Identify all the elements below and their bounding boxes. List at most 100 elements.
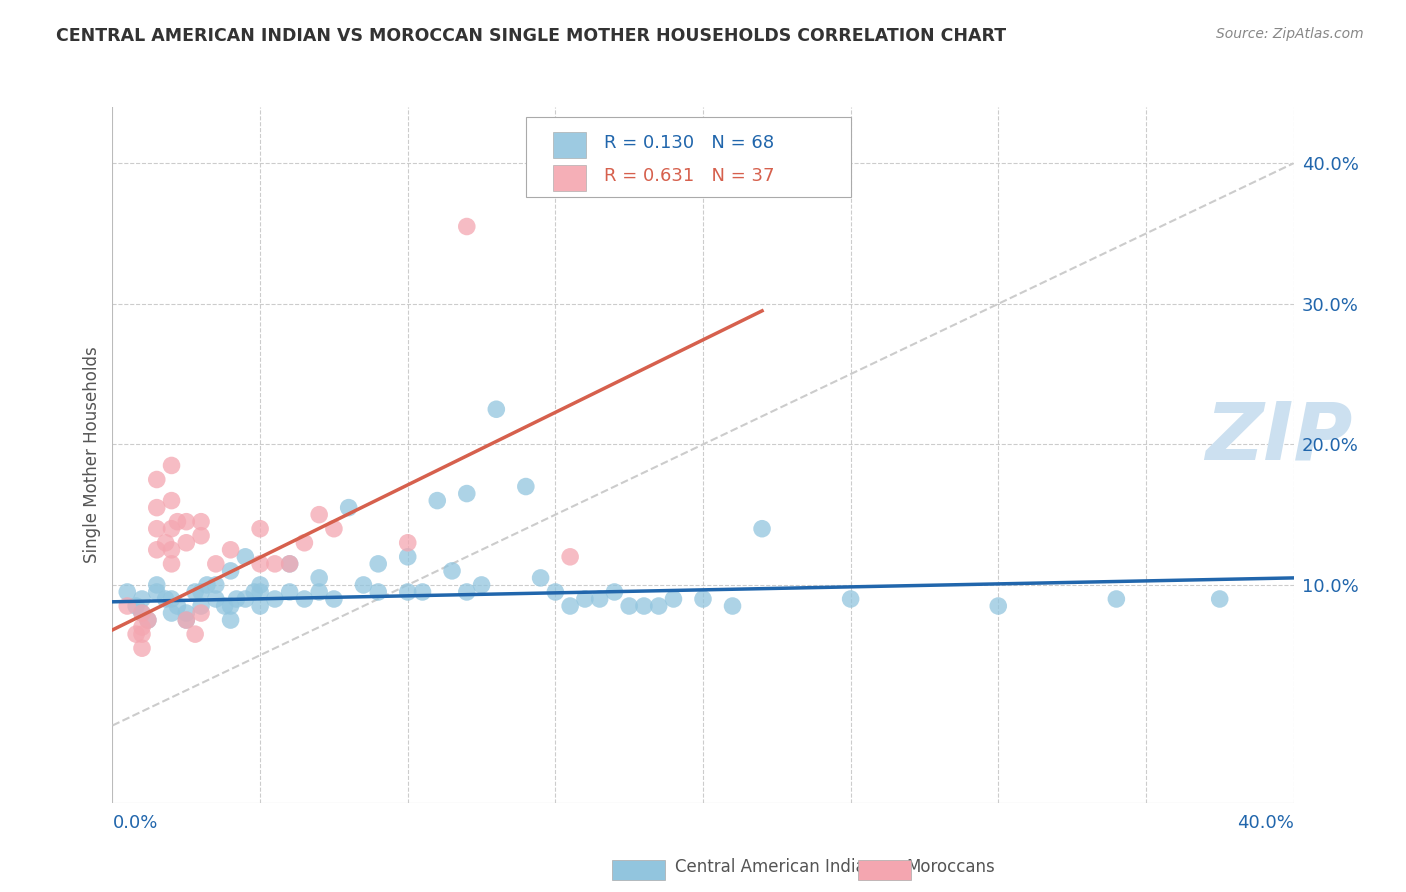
Point xyxy=(278,557,301,571)
Point xyxy=(160,606,183,620)
Point xyxy=(131,592,153,607)
Point xyxy=(160,522,183,536)
Y-axis label: Single Mother Households: Single Mother Households xyxy=(83,347,101,563)
Point xyxy=(396,535,419,549)
Point xyxy=(174,606,197,620)
Text: 0.0%: 0.0% xyxy=(112,814,157,832)
Point xyxy=(174,613,197,627)
Point xyxy=(574,592,596,607)
Point xyxy=(174,515,197,529)
Bar xyxy=(553,132,586,158)
Point xyxy=(131,620,153,634)
Point xyxy=(190,599,212,613)
Point xyxy=(190,515,212,529)
Point xyxy=(249,585,271,599)
Text: ZIP: ZIP xyxy=(1205,399,1353,476)
Text: Central American Indians: Central American Indians xyxy=(675,858,884,876)
Point xyxy=(233,592,256,607)
Point xyxy=(839,592,862,607)
Point xyxy=(125,599,148,613)
Point xyxy=(233,549,256,564)
Point xyxy=(1208,592,1232,607)
Text: R = 0.130   N = 68: R = 0.130 N = 68 xyxy=(603,134,773,153)
Point xyxy=(117,585,138,599)
Point xyxy=(214,599,236,613)
Point xyxy=(219,599,242,613)
Point xyxy=(396,585,419,599)
Point xyxy=(529,571,551,585)
Point xyxy=(160,542,183,557)
Point xyxy=(190,585,212,599)
Point xyxy=(603,585,626,599)
Point xyxy=(515,479,537,493)
Point xyxy=(249,557,271,571)
Point xyxy=(633,599,655,613)
Point xyxy=(264,557,287,571)
Point xyxy=(751,522,773,536)
Point xyxy=(205,592,228,607)
Point xyxy=(219,542,242,557)
Point xyxy=(1105,592,1128,607)
Point xyxy=(249,522,271,536)
Point xyxy=(308,571,330,585)
Point xyxy=(131,606,153,620)
Point xyxy=(367,585,389,599)
Point xyxy=(456,219,478,234)
Point xyxy=(721,599,744,613)
Point xyxy=(243,585,266,599)
Point xyxy=(136,613,159,627)
Point xyxy=(308,585,330,599)
Text: Source: ZipAtlas.com: Source: ZipAtlas.com xyxy=(1216,27,1364,41)
Point xyxy=(456,585,478,599)
Point xyxy=(146,585,169,599)
Point xyxy=(411,585,433,599)
Point xyxy=(125,627,148,641)
Point xyxy=(225,592,247,607)
Bar xyxy=(553,164,586,191)
Point xyxy=(131,627,153,641)
Point xyxy=(292,592,315,607)
Point xyxy=(485,402,508,417)
Point xyxy=(278,557,301,571)
Point xyxy=(544,585,567,599)
Point xyxy=(205,578,228,592)
Point xyxy=(190,606,212,620)
Point xyxy=(160,592,183,607)
Point xyxy=(155,592,177,607)
Point xyxy=(352,578,374,592)
Point xyxy=(160,493,183,508)
Point xyxy=(558,549,582,564)
Point xyxy=(470,578,494,592)
Point xyxy=(174,613,197,627)
Point xyxy=(662,592,685,607)
Point xyxy=(219,564,242,578)
Text: 40.0%: 40.0% xyxy=(1237,814,1294,832)
Point xyxy=(146,542,169,557)
Point xyxy=(184,627,207,641)
Point xyxy=(426,493,449,508)
Point xyxy=(146,473,169,487)
Point xyxy=(987,599,1010,613)
Point xyxy=(117,599,138,613)
Point xyxy=(396,549,419,564)
Point xyxy=(184,585,207,599)
Point xyxy=(292,535,315,549)
Point xyxy=(146,500,169,515)
Point xyxy=(205,557,228,571)
Point xyxy=(146,522,169,536)
Point xyxy=(441,564,464,578)
Point xyxy=(619,599,641,613)
Text: CENTRAL AMERICAN INDIAN VS MOROCCAN SINGLE MOTHER HOUSEHOLDS CORRELATION CHART: CENTRAL AMERICAN INDIAN VS MOROCCAN SING… xyxy=(56,27,1007,45)
Point xyxy=(219,613,242,627)
Point xyxy=(160,557,183,571)
Point xyxy=(264,592,287,607)
Point xyxy=(588,592,610,607)
Point xyxy=(308,508,330,522)
Point xyxy=(174,535,197,549)
Point xyxy=(131,641,153,656)
Point xyxy=(337,500,360,515)
Point xyxy=(131,606,153,620)
Point xyxy=(456,486,478,500)
FancyBboxPatch shape xyxy=(526,118,851,197)
Point xyxy=(195,578,218,592)
